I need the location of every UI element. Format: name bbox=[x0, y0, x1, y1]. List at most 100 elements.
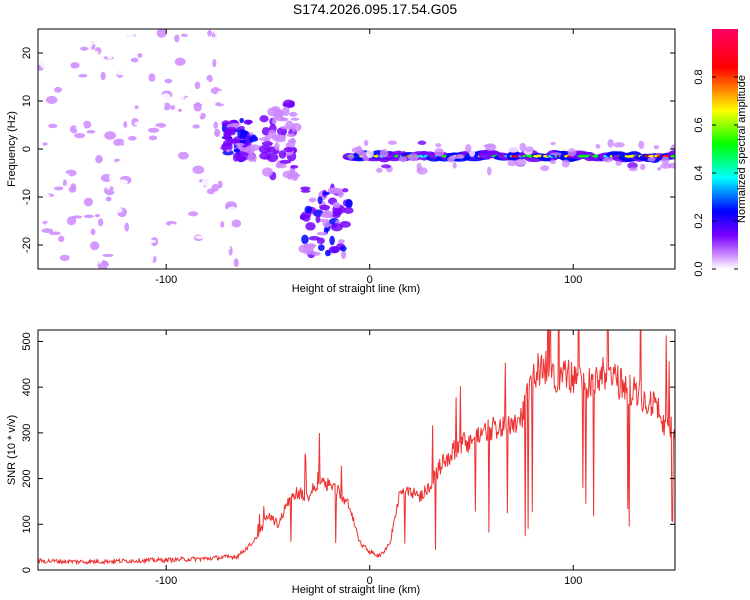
spectrogram-blob bbox=[55, 156, 67, 164]
spectrogram-blob bbox=[324, 249, 331, 257]
spectrogram-blob bbox=[41, 86, 52, 93]
spectrogram-blob bbox=[231, 219, 242, 228]
spectrogram-blob bbox=[363, 139, 369, 147]
spectrogram-blob bbox=[134, 231, 139, 238]
spectrogram-blob bbox=[108, 80, 119, 84]
spectrogram-blob bbox=[195, 140, 203, 150]
spectrogram-blob bbox=[168, 86, 174, 91]
spectrogram-blob bbox=[45, 95, 58, 104]
spectrogram-blob bbox=[239, 117, 245, 124]
spectrogram-blob bbox=[153, 46, 165, 51]
spectrogram-blob bbox=[194, 81, 201, 90]
spectrogram-blob bbox=[341, 250, 347, 260]
spectrogram-blob bbox=[61, 168, 66, 176]
spectrogram-blob bbox=[62, 179, 67, 187]
spectrogram-blob bbox=[185, 96, 192, 101]
spectrogram-blob bbox=[301, 234, 309, 245]
spectrogram-blob bbox=[204, 233, 213, 238]
spectrogram-blob bbox=[106, 103, 117, 108]
spectrogram-blob bbox=[192, 124, 200, 129]
spectrogram-blob bbox=[146, 198, 156, 207]
spectrogram-blob bbox=[97, 30, 110, 39]
spectrogram-blob bbox=[82, 120, 92, 129]
spectrogram-blob bbox=[299, 214, 307, 220]
colorbar-tick-label: 0.2 bbox=[693, 213, 705, 228]
spectrogram-blob bbox=[129, 80, 136, 86]
spectrogram-blob bbox=[77, 247, 89, 253]
spectrogram-blob bbox=[156, 29, 167, 38]
spectrogram-blob bbox=[174, 57, 186, 66]
spectrogram-y-label: Frequency (Hz) bbox=[6, 111, 18, 187]
spectrogram-blob bbox=[218, 95, 230, 105]
snr-ticks: -100 0 100 0 100 200 300 400 500 bbox=[21, 330, 675, 587]
spectrogram-blob bbox=[93, 143, 106, 154]
spectrogram-blob bbox=[105, 161, 115, 170]
spectrogram-blob bbox=[366, 149, 374, 158]
spectrogram-blob bbox=[232, 239, 242, 245]
spectrogram-blob bbox=[97, 90, 105, 99]
spectrogram-blob bbox=[380, 148, 389, 158]
spectrogram-blob bbox=[507, 144, 520, 153]
spectrogram-blob bbox=[407, 153, 419, 161]
spectrogram-blob bbox=[134, 105, 139, 110]
spectrogram-blob bbox=[215, 32, 228, 38]
spectrogram-blob bbox=[165, 230, 172, 238]
spectrogram-blob bbox=[159, 56, 169, 63]
spectrogram-blob bbox=[73, 116, 86, 124]
spectrogram-blob bbox=[50, 235, 56, 245]
spectrogram-blob bbox=[168, 52, 175, 57]
spectrogram-blob bbox=[68, 186, 77, 193]
spectrogram-blob bbox=[174, 34, 180, 43]
spectrogram-blob bbox=[186, 175, 197, 182]
spectrogram-blob bbox=[94, 213, 100, 218]
spectrogram-blob bbox=[550, 159, 556, 165]
spectrogram-blob bbox=[65, 122, 76, 127]
spectrogram-blob bbox=[329, 235, 335, 246]
spectrogram-blob bbox=[53, 55, 64, 62]
spectrogram-blob bbox=[53, 243, 59, 248]
spectrogram-blob bbox=[290, 117, 300, 121]
spectrogram-blob bbox=[50, 181, 58, 186]
spectrogram-blob bbox=[204, 114, 216, 124]
spectrogram-blob bbox=[73, 163, 85, 168]
spectrogram-blob bbox=[105, 182, 111, 190]
spectrogram-blob bbox=[322, 210, 334, 217]
spectrogram-region-cluster bbox=[298, 183, 354, 260]
spectrogram-blob bbox=[148, 60, 153, 66]
spectrogram-blob bbox=[602, 157, 614, 163]
spectrogram-blob bbox=[567, 148, 577, 157]
snr-ytick-label: 100 bbox=[21, 515, 33, 533]
spectrogram-blob bbox=[164, 213, 176, 222]
spectrogram-blob bbox=[58, 235, 65, 243]
spectrogram-blob bbox=[188, 211, 199, 217]
spectrogram-blob bbox=[343, 207, 354, 214]
spectrogram-blob bbox=[80, 46, 89, 51]
spectrogram-blob bbox=[69, 54, 77, 63]
spectrogram-blob bbox=[267, 107, 279, 117]
spectrogram-blob bbox=[38, 181, 48, 188]
spectrogram-blob bbox=[322, 218, 331, 228]
spectrogram-blob bbox=[38, 205, 43, 215]
spectrogram-blob bbox=[40, 32, 52, 38]
spectrogram-blob bbox=[83, 197, 94, 207]
spectrogram-blob bbox=[188, 203, 193, 209]
spectrogram-blob bbox=[304, 243, 317, 248]
spectrogram-blob bbox=[39, 104, 48, 111]
spectrogram-blob bbox=[123, 92, 129, 96]
spectrogram-blob bbox=[136, 251, 148, 257]
spectrogram-blob bbox=[93, 89, 98, 94]
spectrogram-blob bbox=[134, 121, 142, 126]
spectrogram-blob bbox=[54, 91, 66, 98]
spectrogram-blob bbox=[192, 165, 205, 175]
spectrogram-blob bbox=[40, 192, 51, 202]
spectrogram-blob bbox=[130, 86, 139, 95]
spectrogram-blob bbox=[114, 41, 119, 49]
spectrogram-blob bbox=[287, 138, 297, 144]
spectrogram-blob bbox=[112, 197, 121, 206]
spectrogram-blob bbox=[45, 221, 58, 226]
snr-ytick-label: 500 bbox=[21, 332, 33, 350]
spectrogram-blob bbox=[195, 222, 206, 226]
spectrogram-blob bbox=[238, 139, 247, 144]
spectrogram-blob bbox=[213, 121, 218, 130]
spectrogram-blob bbox=[83, 214, 94, 219]
